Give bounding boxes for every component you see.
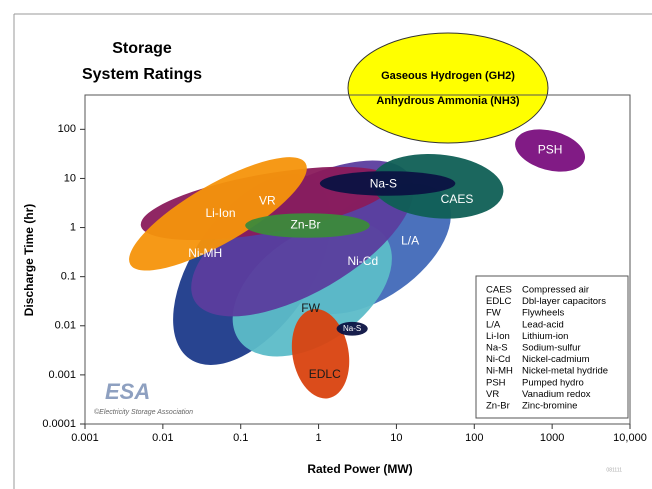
legend-desc: Nickel-cadmium <box>522 354 590 365</box>
code: 081111 <box>606 467 622 473</box>
legend-box <box>475 275 629 419</box>
annotation: Gaseous Hydrogen (GH2) <box>381 70 515 82</box>
y-tick-label: 10 <box>64 172 76 184</box>
region-label: FW <box>301 301 320 315</box>
y-tick-label: 0.01 <box>55 320 76 332</box>
legend-desc: Sodium-sulfur <box>522 343 581 354</box>
region-label: Na-S <box>370 177 397 191</box>
y-tick-label: 0.0001 <box>42 418 76 430</box>
legend-key: PSH <box>486 377 506 388</box>
legend-key: Li-Ion <box>486 331 510 342</box>
storage-region <box>291 308 350 399</box>
region-label: EDLC <box>309 367 341 381</box>
x-tick-label: 100 <box>465 432 483 444</box>
region-label: VR <box>259 194 276 208</box>
storage-region <box>129 157 307 271</box>
legend-key: L/A <box>486 319 501 330</box>
y-axis-label: Discharge Time (hr) <box>22 204 36 316</box>
region-label: CAES <box>441 192 474 206</box>
storage-region <box>319 171 456 196</box>
legend-desc: Zinc-bromine <box>522 401 577 412</box>
legend-key: CAES <box>486 285 512 296</box>
legend-key: FW <box>486 308 501 319</box>
legend-desc: Compressed air <box>522 285 589 296</box>
legend-key: Na-S <box>486 343 508 354</box>
storage-region <box>336 321 368 336</box>
credit: ©Electricity Storage Association <box>94 408 193 416</box>
legend-desc: Lead-acid <box>522 319 564 330</box>
y-tick-label: 0.001 <box>48 369 76 381</box>
region-label: Ni-Cd <box>347 254 378 268</box>
x-tick-label: 0.1 <box>233 432 248 444</box>
legend-desc: Flywheels <box>522 308 564 319</box>
plot-frame <box>84 94 631 425</box>
region-label: L/A <box>401 234 419 248</box>
legend-key: EDLC <box>486 296 511 307</box>
legend-desc: Nickel-metal hydride <box>522 366 608 377</box>
y-tick-label: 1 <box>70 221 76 233</box>
legend-key: Ni-Cd <box>486 354 510 365</box>
x-tick-label: 1 <box>316 432 322 444</box>
storage-region <box>245 213 370 238</box>
y-tick-label: 0.1 <box>61 271 76 283</box>
x-axis-label: Rated Power (MW) <box>307 462 412 476</box>
x-tick-label: 10,000 <box>613 432 647 444</box>
chart-title: Storage <box>112 40 172 57</box>
legend-desc: Dbl-layer capacitors <box>522 296 606 307</box>
region-label: Li-Ion <box>205 206 235 220</box>
y-tick-label: 100 <box>58 123 76 135</box>
region-label: Na-S <box>343 324 361 333</box>
region-label: PSH <box>538 143 563 157</box>
legend-key: VR <box>486 389 499 400</box>
legend-key: Ni-MH <box>486 366 513 377</box>
legend-desc: Lithium-ion <box>522 331 568 342</box>
region-label: Ni-MH <box>188 246 222 260</box>
region-label: Zn-Br <box>291 218 321 232</box>
x-tick-label: 0.001 <box>71 432 99 444</box>
legend-desc: Vanadium redox <box>522 389 591 400</box>
storage-region <box>515 129 586 172</box>
logo: ESA <box>105 379 150 404</box>
annotation-bubble <box>347 32 549 144</box>
chart-title: System Ratings <box>82 66 202 83</box>
legend-desc: Pumped hydro <box>522 377 584 388</box>
legend-key: Zn-Br <box>486 401 510 412</box>
x-tick-label: 1000 <box>540 432 564 444</box>
annotation: Anhydrous Ammonia (NH3) <box>376 95 520 107</box>
x-tick-label: 0.01 <box>152 432 173 444</box>
x-tick-label: 10 <box>390 432 402 444</box>
